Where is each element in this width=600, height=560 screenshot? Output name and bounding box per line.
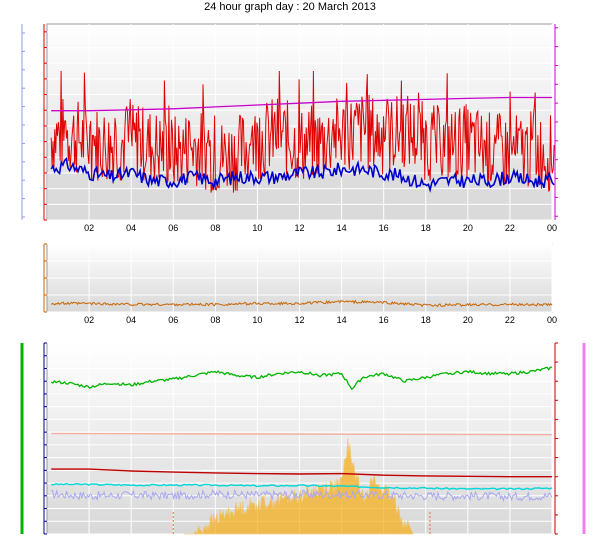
wind-x-tick: 22 <box>505 223 515 233</box>
direction-x-tick: 20 <box>463 315 473 325</box>
direction-x-tick: 14 <box>337 315 347 325</box>
wind-x-tick: 12 <box>294 223 304 233</box>
dew-series-line <box>51 482 553 491</box>
chart-title: 24 hour graph day : 20 March 2013 <box>204 1 376 13</box>
wind-x-tick: 18 <box>421 223 431 233</box>
direction-x-tick: 04 <box>126 315 136 325</box>
indoor-series-line <box>51 432 553 436</box>
wind-x-tick: 14 <box>337 223 347 233</box>
direction-x-tick: 18 <box>421 315 431 325</box>
temp-series-line <box>51 468 552 478</box>
direction-x-tick: 02 <box>84 315 94 325</box>
wind-avg-series-line <box>50 156 555 193</box>
wind-x-tick: 10 <box>252 223 262 233</box>
direction-series-line <box>50 299 553 308</box>
wind-x-tick: 04 <box>126 223 136 233</box>
wind-x-tick: 00 <box>547 223 557 233</box>
wind-x-tick: 08 <box>210 223 220 233</box>
direction-x-tick: 06 <box>168 315 178 325</box>
baro-series-line <box>51 96 552 112</box>
direction-x-tick: 10 <box>252 315 262 325</box>
wind-x-tick: 02 <box>84 223 94 233</box>
solar-area <box>183 438 414 536</box>
dew-light-series-line <box>51 488 553 503</box>
direction-x-tick: 00 <box>547 315 557 325</box>
wind-x-tick: 16 <box>379 223 389 233</box>
direction-x-tick: 22 <box>505 315 515 325</box>
direction-x-tick: 16 <box>379 315 389 325</box>
gust-series-line <box>50 70 555 193</box>
wind-x-tick: 20 <box>463 223 473 233</box>
direction-x-tick: 12 <box>294 315 304 325</box>
direction-x-tick: 08 <box>210 315 220 325</box>
humidity-series-line <box>50 366 553 391</box>
wind-x-tick: 06 <box>168 223 178 233</box>
